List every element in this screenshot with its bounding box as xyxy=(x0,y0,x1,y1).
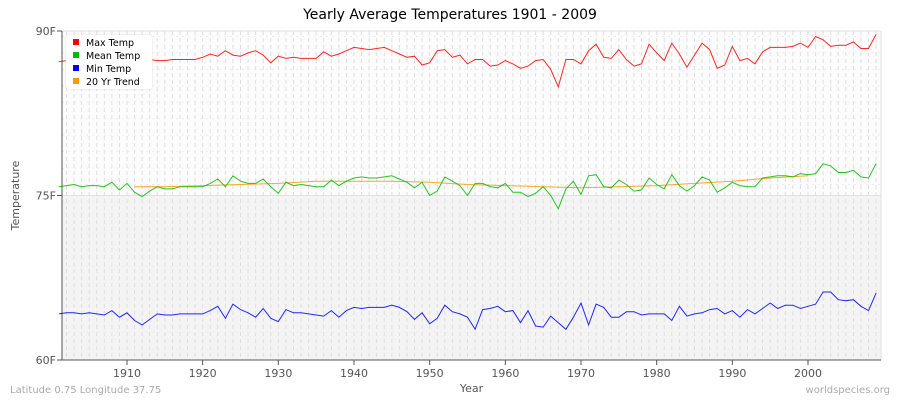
legend-swatch-min xyxy=(73,65,79,71)
x-tick-label: 1950 xyxy=(416,367,444,380)
legend-swatch-max xyxy=(73,39,79,45)
series-line-min-temp xyxy=(58,291,877,331)
location-text: Latitude 0.75 Longitude 37.75 xyxy=(10,385,162,396)
y-tick-label: 90F xyxy=(36,25,56,38)
chart-title: Yearly Average Temperatures 1901 - 2009 xyxy=(303,7,597,23)
legend-label-max: Max Temp xyxy=(86,38,134,49)
legend-label-mean: Mean Temp xyxy=(86,51,141,62)
legend-label-trend: 20 Yr Trend xyxy=(86,77,140,88)
legend-item-max: Max Temp xyxy=(73,37,134,50)
x-tick-label: 1960 xyxy=(491,367,519,380)
series-line-20-yr-trend xyxy=(134,175,809,189)
x-axis-label: Year xyxy=(459,382,484,395)
series-line-max-temp xyxy=(58,34,877,89)
legend-swatch-mean xyxy=(73,52,79,58)
y-axis-label: Temperature xyxy=(9,160,22,231)
lower-band xyxy=(62,195,881,360)
legend-swatch-trend xyxy=(73,78,79,84)
y-tick-label: 75F xyxy=(36,190,56,203)
x-tick-label: 1920 xyxy=(189,367,217,380)
legend-item-mean: Mean Temp xyxy=(73,50,140,63)
x-tick-label: 1970 xyxy=(567,367,595,380)
legend-item-min: Min Temp xyxy=(73,63,131,76)
source-text: worldspecies.org xyxy=(805,385,890,396)
x-tick-label: 1990 xyxy=(718,367,746,380)
x-tick-label: 1980 xyxy=(643,367,671,380)
series-line-mean-temp xyxy=(58,163,877,210)
x-tick-label: 1940 xyxy=(340,367,368,380)
x-tick-label: 1930 xyxy=(264,367,292,380)
legend-label-min: Min Temp xyxy=(86,64,132,75)
legend-item-trend: 20 Yr Trend xyxy=(73,76,140,89)
legend: Max Temp Mean Temp Min Temp 20 Yr Trend xyxy=(66,35,152,89)
x-tick-label: 1910 xyxy=(113,367,141,380)
upper-band xyxy=(62,31,881,196)
x-tick-label: 2000 xyxy=(794,367,822,380)
y-tick-label: 60F xyxy=(36,354,56,367)
